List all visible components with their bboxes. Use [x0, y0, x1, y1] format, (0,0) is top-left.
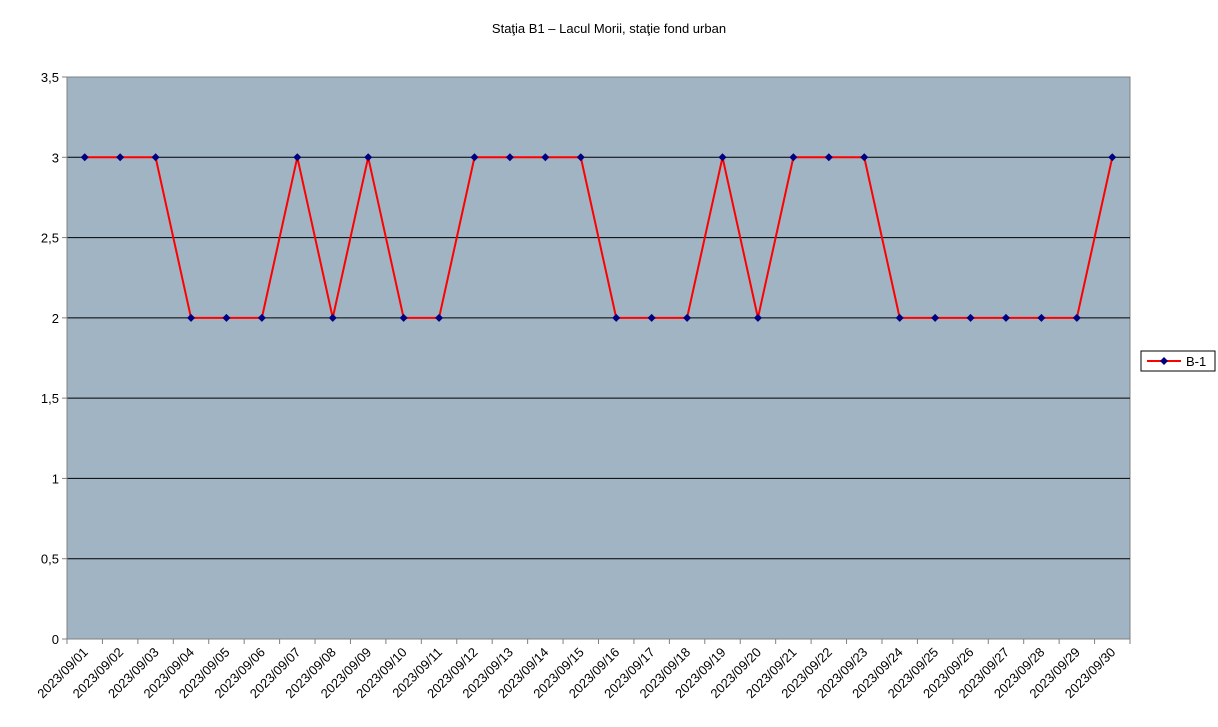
data-point	[860, 153, 869, 162]
chart-title: Staţia B1 – Lacul Morii, staţie fond urb…	[492, 21, 726, 36]
legend-label-b-1: B-1	[1186, 354, 1206, 369]
data-point	[1108, 153, 1117, 162]
data-point	[753, 313, 762, 322]
data-point	[895, 313, 904, 322]
data-point	[293, 153, 302, 162]
data-point	[435, 313, 444, 322]
data-point	[824, 153, 833, 162]
data-point	[1072, 313, 1081, 322]
data-point	[683, 313, 692, 322]
series-b-1	[80, 153, 1117, 322]
y-tick-label: 0	[52, 632, 59, 647]
legend: B-1	[1140, 350, 1216, 372]
data-point	[647, 313, 656, 322]
data-point	[966, 313, 975, 322]
y-axis: 0 0,5 1 1,5 2 2,5 3 3,5	[41, 70, 68, 647]
y-tick-label: 2,5	[41, 231, 59, 246]
legend-marker-swatch	[1160, 357, 1168, 365]
y-tick-label: 1,5	[41, 391, 59, 406]
data-point	[257, 313, 266, 322]
x-axis: 2023/09/012023/09/022023/09/032023/09/04…	[34, 638, 1131, 701]
y-tick-label: 0,5	[41, 552, 59, 567]
data-point	[789, 153, 798, 162]
data-point	[505, 153, 514, 162]
data-point	[1037, 313, 1046, 322]
y-tick-label: 3,5	[41, 70, 59, 85]
plot-area	[66, 76, 1131, 640]
series-line	[84, 156, 1114, 319]
data-point	[612, 313, 621, 322]
y-tick-label: 1	[52, 471, 59, 486]
data-point	[328, 313, 337, 322]
data-point	[931, 313, 940, 322]
data-point	[576, 153, 585, 162]
data-point	[151, 153, 160, 162]
data-point	[116, 153, 125, 162]
data-point	[399, 313, 408, 322]
data-point	[80, 153, 89, 162]
y-tick-label: 3	[52, 150, 59, 165]
data-point	[187, 313, 196, 322]
y-tick-label: 2	[52, 311, 59, 326]
data-point	[718, 153, 727, 162]
data-point	[222, 313, 231, 322]
data-point	[364, 153, 373, 162]
data-point	[1001, 313, 1010, 322]
data-point	[470, 153, 479, 162]
data-point	[541, 153, 550, 162]
